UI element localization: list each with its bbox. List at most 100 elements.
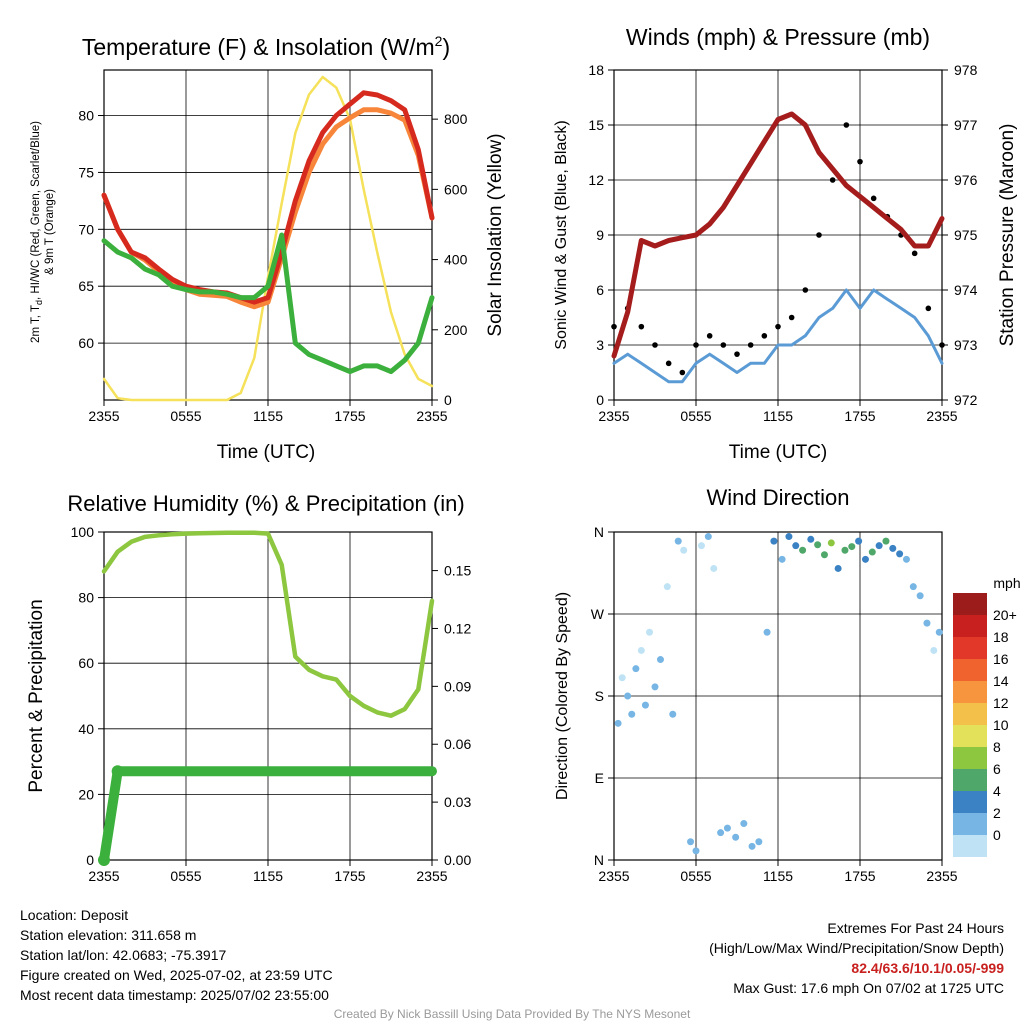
humidity-panel: Relative Humidity (%) & Precipitation (i… [26, 491, 471, 884]
direction-point [896, 550, 904, 558]
colorbar-swatch [953, 747, 987, 769]
colorbar-label: 4 [993, 783, 1001, 799]
temp-y2-tick-label: 200 [444, 322, 468, 338]
direction-point [624, 692, 632, 700]
dir-y-tick-label: E [595, 770, 604, 786]
direction-point [704, 533, 712, 541]
wind-y2-tick-label: 974 [954, 282, 978, 298]
temperature-panel-title: Temperature (F) & Insolation (W/m2) [82, 33, 450, 60]
wind-y-tick-label: 3 [596, 337, 604, 353]
max-gust-text: Max Gust: 17.6 mph On 07/02 at 1725 UTC [733, 980, 1004, 996]
rh-y-tick-label: 100 [71, 524, 95, 540]
gust-point [693, 342, 699, 348]
extremes-title: Extremes For Past 24 Hours [827, 920, 1004, 936]
direction-point [614, 719, 622, 727]
gust-point [939, 342, 945, 348]
rh-y2-tick-label: 0.03 [444, 794, 471, 810]
colorbar-label: 14 [993, 673, 1009, 689]
gust-point [706, 333, 713, 339]
temp-x-tick-label: 1155 [253, 408, 283, 424]
colorbar-swatch [953, 703, 987, 725]
rh-x-tick-label: 1755 [334, 868, 365, 884]
precip-point [111, 765, 124, 778]
gust-point [761, 333, 768, 339]
rh-y-tick-label: 80 [78, 590, 94, 606]
direction-point [710, 564, 718, 572]
direction-point [618, 674, 626, 682]
wind-direction-panel: Wind Direction Direction (Colored By Spe… [554, 485, 1021, 884]
direction-point [755, 838, 763, 846]
colorbar-label: 18 [993, 629, 1009, 645]
direction-point [814, 541, 822, 549]
colorbar-label: 16 [993, 651, 1009, 667]
direction-point [875, 542, 883, 550]
rh-x-tick-label: 2355 [416, 868, 447, 884]
rh-y-tick-label: 60 [78, 655, 94, 671]
humidity-y-label: Percent & Precipitation [26, 599, 47, 792]
direction-point [799, 546, 807, 554]
elevation-text: Station elevation: 311.658 m [20, 927, 197, 943]
direction-point [669, 710, 677, 718]
direction-point [834, 564, 842, 572]
direction-point [637, 646, 645, 654]
direction-point [930, 646, 938, 654]
colorbar-label: 20+ [993, 607, 1017, 623]
wind-y2-tick-label: 976 [954, 172, 978, 188]
gust-point [802, 287, 809, 293]
pressure-line [611, 111, 945, 359]
wind-x-tick-label: 2355 [598, 408, 629, 424]
direction-point [656, 656, 664, 664]
gust-point [788, 314, 795, 321]
direction-point [923, 619, 931, 627]
credit-text: Created By Nick Bassill Using Data Provi… [333, 1007, 691, 1021]
temp-plot-frame [103, 69, 433, 401]
direction-point [909, 583, 917, 591]
wind-y2-tick-label: 975 [954, 227, 978, 243]
direction-point [827, 539, 835, 547]
gust-point [911, 250, 918, 257]
humidity-panel-title: Relative Humidity (%) & Precipitation (i… [67, 491, 464, 516]
winds-panel: Winds (mph) & Pressure (mb) Sonic Wind &… [553, 24, 1018, 463]
colorbar-swatch [953, 769, 987, 791]
dir-y-tick-label: N [594, 524, 604, 540]
wind-x-tick-label: 0555 [680, 408, 711, 424]
wind-y-tick-label: 12 [588, 172, 604, 188]
direction-point [882, 537, 890, 545]
direction-point [632, 665, 640, 673]
wind-x-tick-label: 1755 [844, 408, 875, 424]
rh-y-tick-label: 0 [86, 852, 94, 868]
dir-y-tick-label: W [591, 606, 605, 622]
temp-y2-tick-label: 0 [444, 392, 452, 408]
wind-y-tick-label: 6 [596, 282, 604, 298]
direction-point [663, 583, 671, 591]
gust-point [870, 195, 877, 202]
rh-y2-tick-label: 0.15 [444, 563, 471, 579]
direction-point [697, 542, 705, 550]
direction-point [820, 551, 828, 559]
gust-point [747, 342, 754, 348]
sonic-wind-line [612, 288, 944, 384]
dir-x-tick-label: 1755 [844, 868, 875, 884]
dir-x-tick-label: 2355 [926, 868, 957, 884]
winds-panel-title: Winds (mph) & Pressure (mb) [626, 24, 930, 50]
colorbar-swatch [953, 615, 987, 637]
direction-point [902, 555, 910, 563]
direction-point [935, 628, 943, 636]
gust-point [925, 305, 932, 312]
temp-y-tick-label: 60 [78, 335, 94, 351]
rh-y-tick-label: 20 [78, 786, 94, 802]
colorbar-swatch [953, 813, 987, 835]
precip-line [99, 766, 437, 865]
temp-y-tick-label: 65 [78, 278, 94, 294]
direction-point [855, 537, 863, 545]
rh-y2-tick-label: 0.12 [444, 620, 471, 636]
direction-point [651, 683, 659, 691]
direction-point [717, 829, 725, 837]
colorbar-label: 0 [993, 827, 1001, 843]
rh-x-tick-label: 0555 [170, 868, 201, 884]
temp-x-tick-label: 2355 [88, 408, 119, 424]
direction-point [674, 537, 682, 545]
colorbar-label: 8 [993, 739, 1001, 755]
direction-point [792, 542, 800, 550]
